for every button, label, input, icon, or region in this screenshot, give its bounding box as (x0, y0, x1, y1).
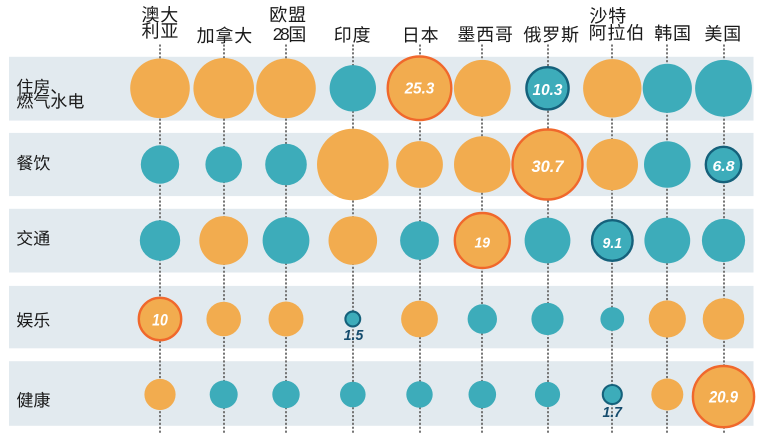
svg-text:10: 10 (152, 311, 168, 330)
svg-text:1.7: 1.7 (602, 404, 622, 421)
svg-text:1.5: 1.5 (344, 327, 364, 344)
svg-text:30.7: 30.7 (532, 158, 565, 176)
svg-text:28: 28 (273, 24, 290, 44)
svg-text:6.8: 6.8 (713, 158, 736, 175)
svg-text:9.1: 9.1 (603, 235, 623, 252)
svg-text:20.9: 20.9 (708, 389, 739, 407)
svg-text:19: 19 (475, 236, 491, 252)
svg-text:10.3: 10.3 (533, 82, 563, 99)
svg-text:25.3: 25.3 (404, 81, 435, 98)
